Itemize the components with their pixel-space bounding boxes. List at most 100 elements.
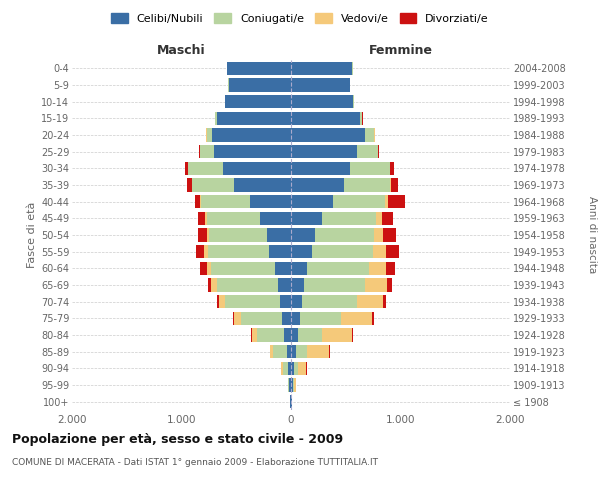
Bar (200, 262, 206, 275)
Bar (322, 328, 352, 342)
Bar (217, 278, 278, 291)
Bar (344, 178, 389, 192)
Bar (378, 145, 379, 158)
Text: Anni di nascita: Anni di nascita (587, 196, 597, 274)
Bar (193, 178, 234, 192)
Bar (291, 212, 322, 225)
Bar (388, 278, 392, 291)
Bar (291, 178, 344, 192)
Bar (304, 278, 365, 291)
Bar (278, 278, 291, 291)
Bar (386, 245, 400, 258)
Bar (291, 228, 315, 241)
Bar (274, 345, 287, 358)
Bar (187, 178, 191, 192)
Bar (199, 212, 205, 225)
Bar (322, 212, 376, 225)
Bar (382, 212, 393, 225)
Bar (282, 312, 291, 325)
Bar (352, 328, 353, 342)
Bar (356, 145, 377, 158)
Bar (250, 195, 291, 208)
Bar (241, 312, 282, 325)
Bar (226, 295, 280, 308)
Bar (198, 228, 206, 241)
Bar (296, 345, 307, 358)
Bar (291, 195, 332, 208)
Bar (298, 362, 307, 375)
Bar (332, 195, 385, 208)
Bar (217, 295, 219, 308)
Bar (215, 112, 217, 125)
Bar (191, 178, 193, 192)
Bar (214, 145, 291, 158)
Bar (226, 95, 291, 108)
Bar (206, 212, 260, 225)
Bar (369, 262, 386, 275)
Bar (227, 62, 291, 75)
Bar (188, 162, 223, 175)
Bar (229, 78, 291, 92)
Bar (383, 228, 396, 241)
Bar (287, 345, 291, 358)
Bar (291, 128, 365, 141)
Bar (289, 378, 291, 392)
Bar (211, 278, 217, 291)
Bar (283, 362, 288, 375)
Bar (388, 195, 405, 208)
Bar (291, 362, 294, 375)
Text: COMUNE DI MACERATA - Dati ISTAT 1° gennaio 2009 - Elaborazione TUTTITALIA.IT: COMUNE DI MACERATA - Dati ISTAT 1° genna… (12, 458, 378, 467)
Bar (234, 312, 241, 325)
Bar (356, 295, 383, 308)
Bar (212, 128, 291, 141)
Bar (374, 228, 383, 241)
Bar (298, 328, 322, 342)
Bar (206, 128, 212, 141)
Text: Femmine: Femmine (368, 44, 433, 57)
Bar (291, 262, 307, 275)
Bar (291, 345, 296, 358)
Bar (312, 245, 373, 258)
Bar (206, 262, 211, 275)
Bar (281, 362, 283, 375)
Bar (196, 245, 205, 258)
Bar (391, 162, 394, 175)
Bar (185, 162, 188, 175)
Bar (194, 195, 200, 208)
Bar (302, 295, 356, 308)
Legend: Celibi/Nubili, Coniugati/e, Vedovi/e, Divorziati/e: Celibi/Nubili, Coniugati/e, Vedovi/e, Di… (111, 13, 489, 24)
Text: Maschi: Maschi (157, 44, 206, 57)
Bar (373, 245, 386, 258)
Bar (383, 295, 386, 308)
Bar (284, 328, 291, 342)
Bar (211, 262, 275, 275)
Bar (269, 245, 291, 258)
Bar (251, 328, 257, 342)
Bar (291, 162, 350, 175)
Bar (291, 278, 304, 291)
Bar (307, 262, 369, 275)
Bar (205, 212, 206, 225)
Bar (307, 345, 329, 358)
Bar (275, 262, 291, 275)
Text: Popolazione per età, sesso e stato civile - 2009: Popolazione per età, sesso e stato civil… (12, 432, 343, 446)
Bar (389, 162, 391, 175)
Bar (365, 128, 374, 141)
Bar (372, 312, 374, 325)
Bar (360, 112, 362, 125)
Bar (206, 228, 209, 241)
Bar (199, 145, 200, 158)
Bar (200, 195, 201, 208)
Bar (209, 228, 267, 241)
Bar (291, 112, 360, 125)
Bar (291, 78, 350, 92)
Bar (291, 378, 293, 392)
Bar (267, 228, 291, 241)
Bar (208, 245, 269, 258)
Bar (389, 178, 391, 192)
Bar (223, 162, 291, 175)
Bar (291, 328, 298, 342)
Bar (291, 312, 300, 325)
Bar (294, 378, 296, 392)
Bar (280, 295, 291, 308)
